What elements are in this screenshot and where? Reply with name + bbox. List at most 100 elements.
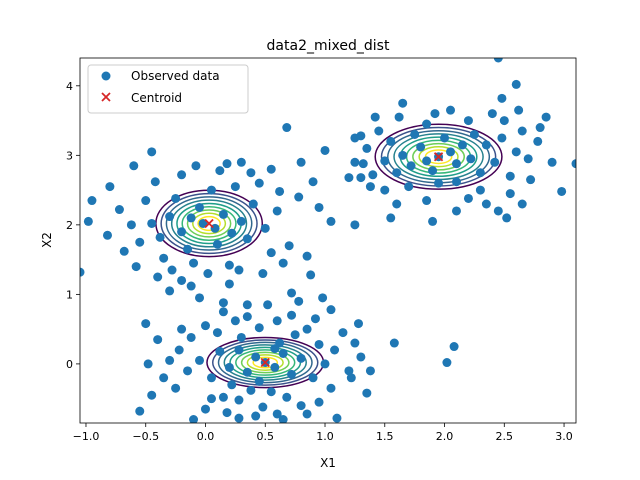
data-point [143,359,153,369]
contour-ring [246,354,284,371]
y-tick-label: 3 [66,149,73,162]
data-point [135,406,145,416]
data-point [370,112,380,122]
data-point [514,105,524,115]
data-point [186,213,196,223]
data-point [422,156,432,166]
data-point [451,159,461,169]
data-point [533,136,543,146]
data-point [398,150,408,160]
data-point [260,223,270,233]
data-point [523,154,533,164]
data-point [517,126,527,136]
data-point [386,136,396,146]
observed-data-points [80,58,576,423]
data-point [434,178,444,188]
centroid-marker [204,218,214,229]
contour-ring [240,351,290,374]
data-point [320,359,330,369]
data-point [469,129,479,139]
data-point [463,193,473,203]
data-point [171,193,181,203]
data-point [177,170,187,180]
data-point [358,159,368,169]
data-point [177,324,187,334]
data-point [266,387,276,397]
chart-title: data2_mixed_dist [267,38,390,54]
data-point [135,237,145,247]
data-point [463,116,473,126]
data-point [344,173,354,183]
contour-ring [211,339,319,386]
data-point [320,145,330,155]
data-point [102,230,112,240]
data-point [362,388,372,398]
data-point [234,413,244,423]
data-point [266,248,276,258]
data-point [287,369,297,379]
data-point [493,58,503,63]
contour-ring [192,212,227,235]
data-point [481,140,491,150]
data-point [365,182,375,192]
data-point [242,300,252,310]
data-point [430,109,440,119]
data-point [141,319,151,329]
data-point [386,213,396,223]
plot-frame [79,57,577,424]
data-point [326,216,336,226]
data-point [200,404,210,414]
data-point [141,196,151,206]
data-point [302,409,312,419]
data-point [310,314,320,324]
data-point [230,316,240,326]
data-point [198,218,208,228]
data-point [278,258,288,268]
data-point [446,147,456,157]
data-point [206,373,216,383]
data-point [451,177,461,187]
data-point [457,140,467,150]
y-axis-label: X2 [40,232,54,248]
data-point [326,305,336,315]
data-point [83,216,93,226]
data-point [314,202,324,212]
data-point [497,133,507,143]
data-point [422,119,432,129]
data-point [284,241,294,251]
contour-ring [186,209,232,238]
y-tick-label: 2 [66,219,73,232]
data-point [234,265,244,275]
data-point [272,316,282,326]
data-point [290,330,300,340]
data-point [541,112,551,122]
data-point [126,220,136,230]
data-point [119,246,129,256]
data-point [215,346,225,356]
data-point [183,366,193,376]
data-point [392,199,402,209]
data-point [356,352,366,362]
data-point [380,185,390,195]
data-point [224,279,234,289]
data-point [153,335,163,345]
data-point [365,366,375,376]
data-point [282,123,292,133]
data-point [511,79,521,89]
data-point [153,272,163,282]
data-point [270,362,280,372]
data-point [368,170,378,180]
data-point [497,93,507,103]
legend-centroid-marker [101,92,111,102]
data-point [294,192,304,202]
data-point [155,232,165,242]
data-point [272,409,282,419]
contour-ring [223,344,307,381]
data-point [227,380,237,390]
data-point [248,199,258,209]
data-point [266,164,276,174]
data-point [222,408,232,418]
data-point [451,206,461,216]
data-point [254,178,264,188]
